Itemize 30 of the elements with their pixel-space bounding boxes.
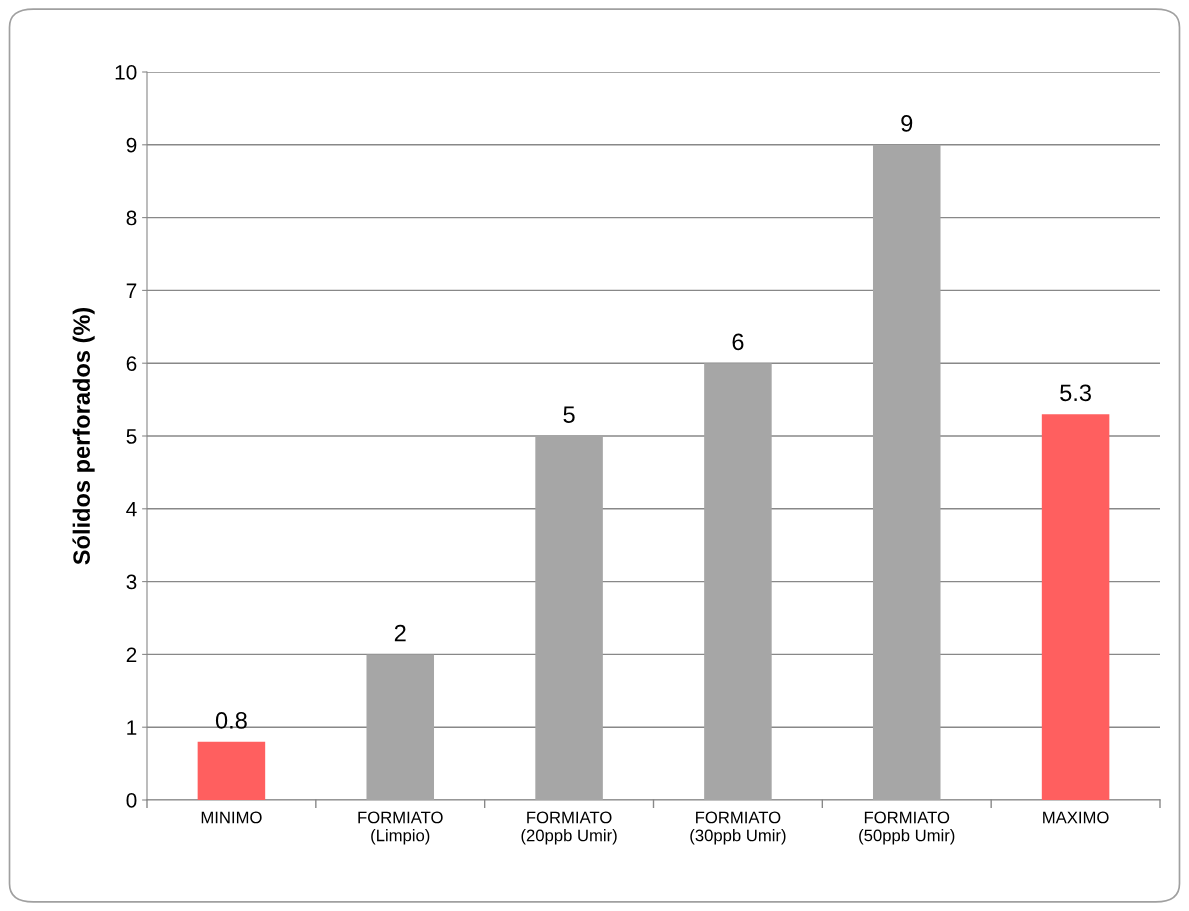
- data-label: 9: [901, 115, 913, 132]
- bar: [366, 654, 435, 800]
- y-tick-label: 8: [126, 210, 137, 226]
- y-tick-label: 10: [115, 65, 137, 80]
- y-tick-label: 7: [126, 283, 137, 298]
- x-tick-label: MINIMO: [201, 811, 262, 824]
- x-tick-label: FORMIATO (20ppb Umir): [521, 811, 617, 845]
- data-label: 5: [563, 406, 575, 423]
- y-tick-label: 6: [126, 356, 137, 371]
- y-tick-label: 4: [126, 502, 137, 517]
- data-label: 0.8: [215, 712, 247, 729]
- y-tick-label: 1: [127, 720, 137, 735]
- data-label: 6: [732, 333, 744, 351]
- bar: [197, 741, 266, 800]
- data-label: 2: [394, 624, 406, 642]
- x-tick-label: FORMIATO (30ppb Umir): [690, 811, 786, 845]
- y-axis-title: Sólidos perforados (%): [72, 307, 95, 565]
- bar: [535, 436, 603, 800]
- y-tick-label: 0: [126, 793, 137, 808]
- y-tick-label: 3: [126, 574, 137, 590]
- bar: [872, 144, 941, 800]
- x-tick-label: MAXIMO: [1043, 811, 1109, 824]
- data-label: 5.3: [1060, 384, 1091, 402]
- x-tick-label: FORMIATO (50ppb Umir): [859, 811, 955, 845]
- bar: [704, 363, 772, 800]
- y-tick-label: 2: [126, 647, 137, 662]
- y-tick-label: 5: [126, 429, 137, 444]
- bar: [1041, 414, 1110, 800]
- x-tick-label: FORMIATO (Limpio): [358, 811, 443, 845]
- y-tick-label: 9: [126, 137, 137, 153]
